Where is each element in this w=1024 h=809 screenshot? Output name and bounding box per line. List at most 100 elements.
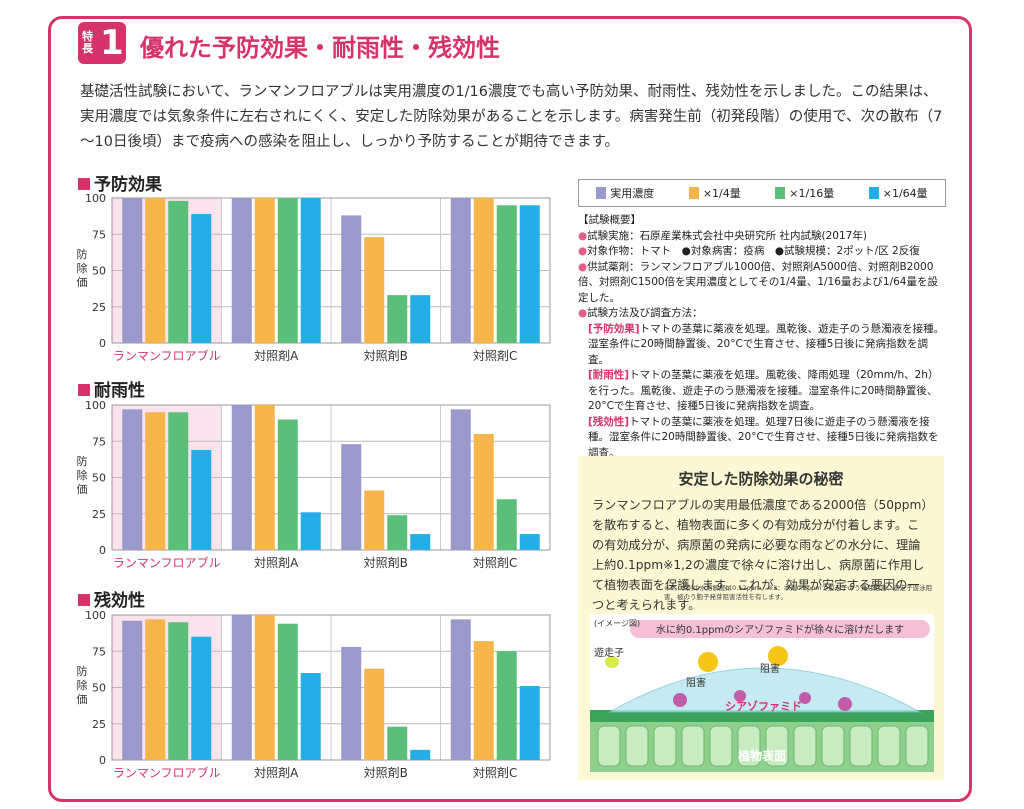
bar <box>300 512 321 550</box>
bar <box>254 615 275 760</box>
bubble-text: 水に約0.1ppmのシアゾファミドが徐々に溶けだします <box>656 623 904 636</box>
plot-frame <box>111 404 551 551</box>
x-tick-label: 対照剤C <box>473 348 517 363</box>
secret-body: ランマンフロアブルの実用最低濃度である2000倍（50ppm）を散布すると、植物… <box>592 498 928 612</box>
bar <box>122 620 143 760</box>
x-tick-label: ランマンフロアブル <box>113 765 221 780</box>
surface-label: 植物表面 <box>737 748 786 763</box>
bar <box>277 419 298 550</box>
bar <box>341 444 362 550</box>
bar <box>341 646 362 760</box>
block-label: 阻害 <box>760 662 780 675</box>
bar <box>231 198 252 343</box>
y-tick-label: 100 <box>85 399 106 412</box>
y-tick-label: 75 <box>92 435 106 448</box>
x-tick-label: 対照剤A <box>254 765 299 780</box>
test-bullet: ●試験実施：石原産業株式会社中央研究所 社内試験(2017年) <box>578 229 867 242</box>
test-bullet: ●試験方法及び調査方法： <box>578 307 703 319</box>
bar <box>519 534 540 550</box>
bar <box>519 205 540 343</box>
bar <box>122 198 143 343</box>
x-tick-label: 対照剤C <box>473 765 517 780</box>
y-tick-label: 50 <box>92 265 106 278</box>
bar <box>341 215 362 343</box>
section-title-rain: 耐雨性 <box>78 376 145 401</box>
bar <box>300 673 321 760</box>
bar <box>496 499 517 550</box>
block-label: 阻害 <box>686 676 706 689</box>
bar <box>145 619 166 760</box>
bar <box>450 409 471 550</box>
x-tick-label: 対照剤A <box>254 555 299 570</box>
bar <box>496 651 517 760</box>
bar <box>277 198 298 343</box>
section-title-prevention: 予防効果 <box>78 170 162 195</box>
test-method: [耐雨性]トマトの茎葉に薬液を処理。風乾後、降雨処理（20mm/h、2h）を行っ… <box>588 369 939 412</box>
page-title: 優れた予防効果・耐雨性・残効性 <box>140 34 500 62</box>
feature-frame <box>48 16 972 802</box>
x-tick-label: 対照剤B <box>364 555 408 570</box>
bar <box>450 198 471 343</box>
bar <box>168 200 189 343</box>
x-tick-label: 対照剤B <box>364 765 408 780</box>
test-bullet: ●対象作物：トマト ●対象病害：疫病 ●試験規模：2ポット/区 2反復 <box>578 245 920 257</box>
y-axis-label: 防 <box>77 664 88 678</box>
bar <box>364 490 385 550</box>
badge-number: 1 <box>100 23 124 63</box>
x-tick-label: ランマンフロアブル <box>113 555 221 570</box>
plot-frame <box>111 197 551 344</box>
y-tick-label: 0 <box>99 544 106 557</box>
bar <box>231 615 252 760</box>
secret-box: 安定した防除効果の秘密 ランマンフロアブルの実用最低濃度である2000倍（50p… <box>578 456 944 780</box>
bar <box>364 237 385 343</box>
bar <box>277 623 298 760</box>
legend-item: ×1/64量 <box>868 185 928 201</box>
y-axis-label: 除 <box>77 468 88 482</box>
compound-label: シアゾファミド <box>725 699 802 713</box>
y-tick-label: 100 <box>85 192 106 205</box>
bar <box>410 534 431 550</box>
y-axis-label: 除 <box>77 678 88 692</box>
bar <box>145 412 166 550</box>
y-axis-label: 価 <box>77 693 88 706</box>
bar <box>300 198 321 343</box>
section-title-residual: 残効性 <box>78 586 145 611</box>
bar <box>473 434 494 550</box>
bar <box>364 668 385 760</box>
y-tick-label: 50 <box>92 472 106 485</box>
y-tick-label: 25 <box>92 718 106 731</box>
bar <box>387 726 408 760</box>
test-method: [予防効果]トマトの茎葉に薬液を処理。風乾後、遊走子のう懸濁液を接種。湿室条件に… <box>588 322 945 366</box>
legend-item: ×1/16量 <box>775 185 834 201</box>
bar <box>191 636 212 760</box>
bar <box>410 749 431 760</box>
legend-swatch <box>775 187 786 199</box>
x-tick-label: 対照剤C <box>473 555 517 570</box>
bar <box>168 622 189 760</box>
y-tick-label: 100 <box>85 609 106 622</box>
chart-legend: 実用濃度 ×1/4量 ×1/16量 ×1/64量 <box>578 179 946 207</box>
x-tick-label: 対照剤B <box>364 348 408 363</box>
legend-item: 実用濃度 <box>596 185 654 201</box>
feature-badge: 特長 1 <box>78 22 126 64</box>
bar <box>410 295 431 343</box>
bar <box>450 619 471 760</box>
plot-frame <box>111 614 551 761</box>
bar <box>168 412 189 550</box>
bar <box>254 405 275 550</box>
bar <box>496 205 517 343</box>
secret-note: ※1：本剤の水溶解度は0.12ppm。※2：本剤0.1ppmで遊走子のう発芽阻害… <box>664 584 933 601</box>
y-tick-label: 25 <box>92 301 106 314</box>
legend-swatch <box>596 187 607 199</box>
y-axis-label: 除 <box>77 261 88 275</box>
bar <box>254 198 275 343</box>
illustration: (イメージ図) 水に約0.1ppmのシアゾファミドが徐々に溶けだします 遊走子 … <box>590 614 934 772</box>
bar <box>191 213 212 343</box>
test-method: [残効性]トマトの茎葉に薬液を処理。処理7日後に遊走子のう懸濁液を接種。湿室条件… <box>588 415 939 459</box>
x-tick-label: ランマンフロアブル <box>113 348 221 363</box>
bar <box>519 686 540 760</box>
y-tick-label: 0 <box>99 337 106 350</box>
